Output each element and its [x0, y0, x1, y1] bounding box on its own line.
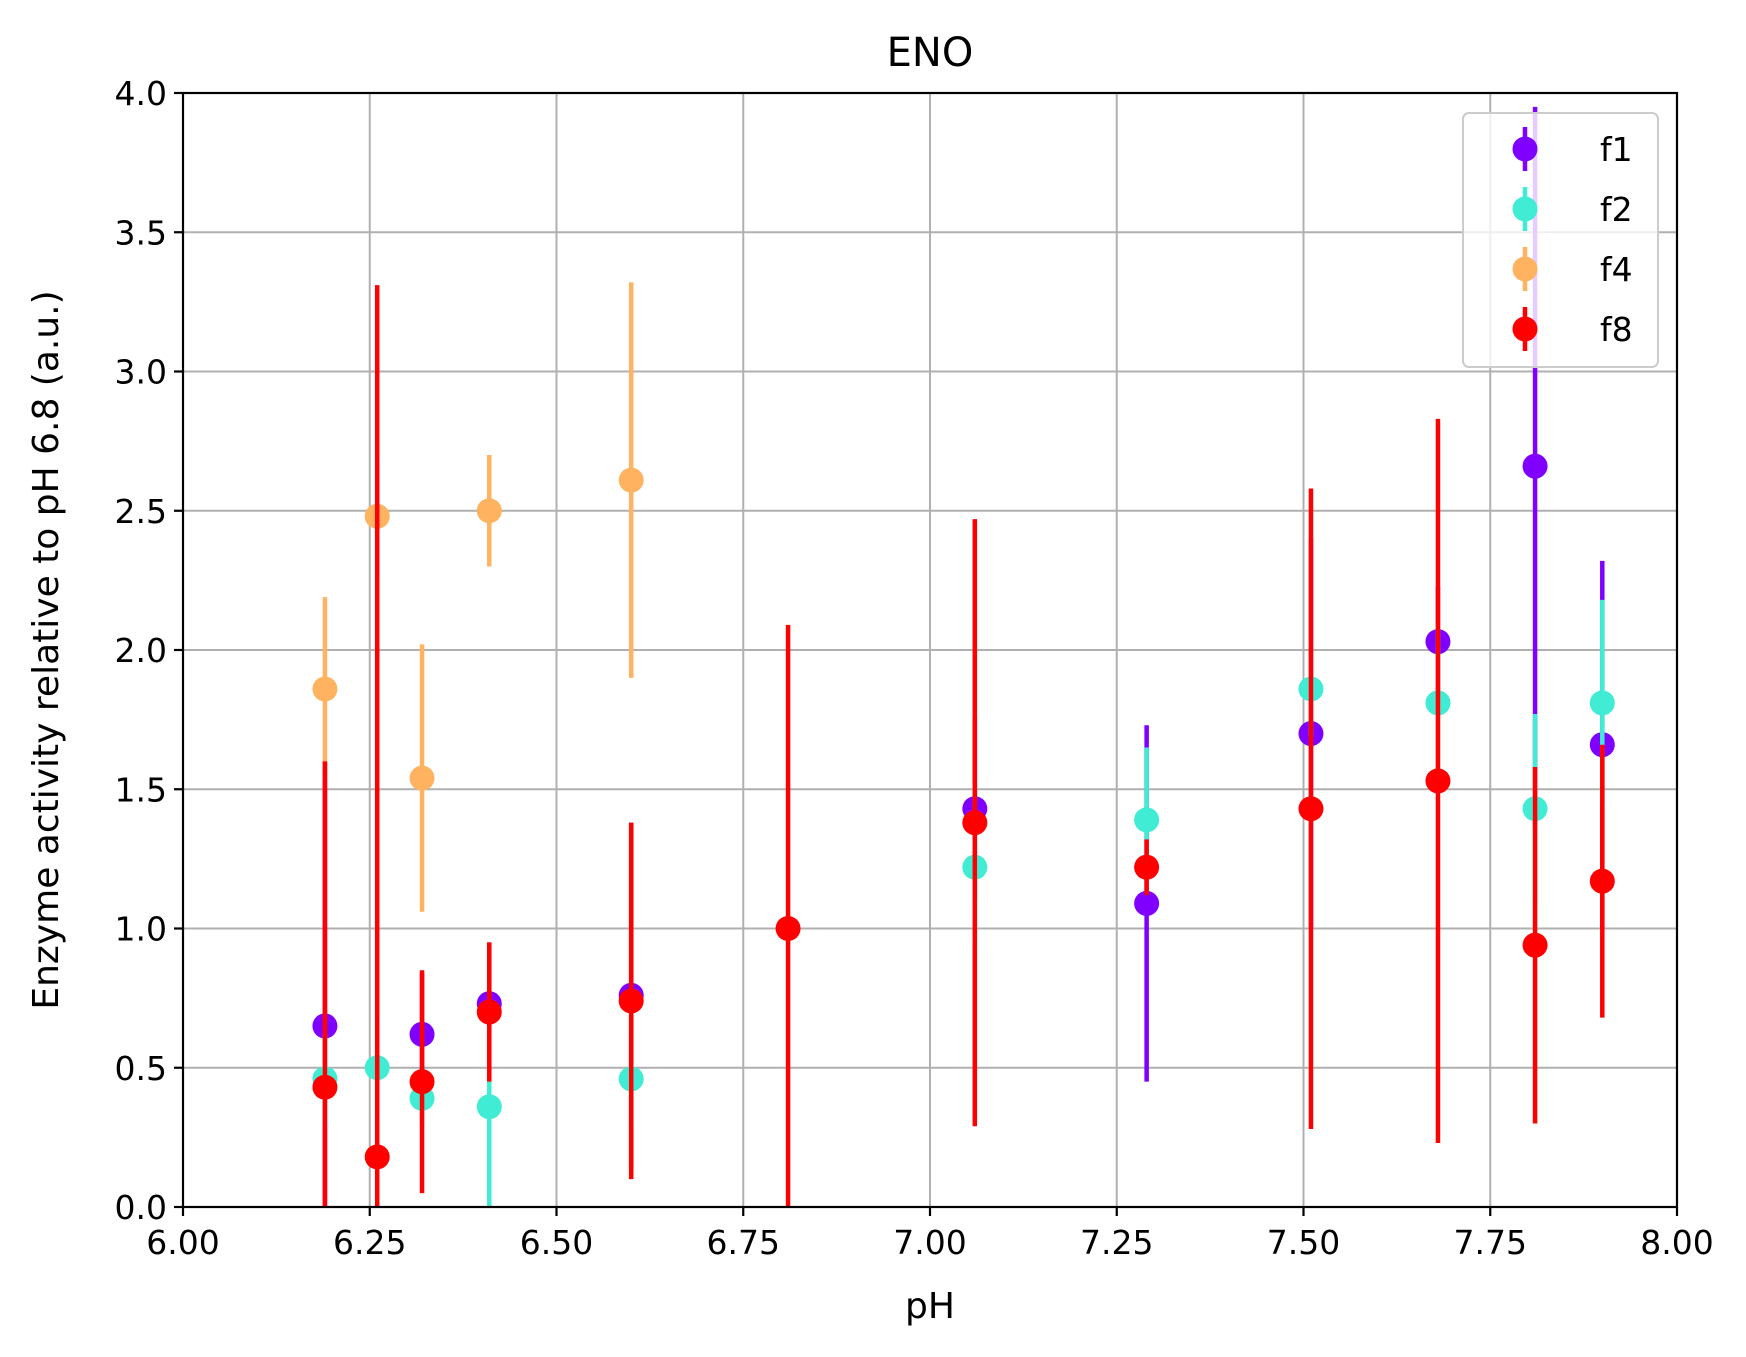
data-point-f4	[476, 498, 502, 524]
plot-series	[312, 106, 1615, 1207]
x-tick-label: 6.50	[520, 1223, 593, 1262]
legend-box	[1462, 112, 1659, 368]
legend-marker-f2	[1512, 196, 1538, 222]
x-axis-label: pH	[905, 1286, 955, 1327]
x-tick-label: 8.00	[1640, 1223, 1713, 1262]
data-point-f8	[1134, 854, 1160, 880]
legend: f1 f2 f4 f8	[1462, 112, 1659, 368]
x-tick-label: 6.00	[146, 1223, 219, 1262]
data-point-f8	[476, 999, 502, 1025]
legend-label-f4: f4	[1600, 250, 1633, 289]
legend-label-f2: f2	[1600, 190, 1633, 229]
data-point-f2	[476, 1094, 502, 1120]
legend-marker-f1	[1512, 136, 1538, 162]
data-point-f8	[1298, 796, 1324, 822]
data-point-f1	[1134, 890, 1160, 916]
y-tick-label: 0.5	[115, 1049, 167, 1088]
data-point-f4	[409, 765, 435, 791]
y-tick-label: 3.0	[115, 353, 167, 392]
x-tick-label: 6.25	[333, 1223, 406, 1262]
data-point-f2	[1134, 807, 1160, 833]
legend-marker-f4	[1512, 256, 1538, 282]
data-point-f8	[312, 1074, 338, 1100]
x-tick-label: 7.50	[1267, 1223, 1340, 1262]
data-point-f8	[409, 1069, 435, 1095]
data-point-f8	[1589, 868, 1615, 894]
x-tick-label: 7.00	[893, 1223, 966, 1262]
legend-label-f8: f8	[1600, 310, 1633, 349]
y-tick-label: 1.5	[115, 770, 167, 809]
y-tick-label: 0.0	[115, 1188, 167, 1227]
chart-title: ENO	[887, 30, 974, 76]
data-point-f8	[1522, 932, 1548, 958]
data-point-f4	[618, 467, 644, 493]
y-tick-label: 4.0	[115, 74, 167, 113]
y-axis-ticks: 0.0 0.5 1.0 1.5 2.0 2.5 3.0 3.5 4.0	[115, 74, 183, 1227]
x-tick-label: 7.75	[1454, 1223, 1527, 1262]
y-tick-label: 3.5	[115, 213, 167, 252]
y-axis-label: Enzyme activity relative to pH 6.8 (a.u.…	[26, 290, 67, 1009]
data-point-f8	[618, 988, 644, 1014]
data-point-f4	[312, 676, 338, 702]
x-axis-ticks: 6.00 6.25 6.50 6.75 7.00 7.25 7.50 7.75 8.00	[146, 1207, 1714, 1262]
x-tick-label: 7.25	[1080, 1223, 1153, 1262]
data-point-f8	[364, 1144, 390, 1170]
x-tick-label: 6.75	[707, 1223, 780, 1262]
y-tick-label: 2.0	[115, 631, 167, 670]
data-point-f8	[962, 810, 988, 836]
legend-label-f1: f1	[1600, 130, 1633, 169]
data-point-f1	[1522, 453, 1548, 479]
series-f8	[312, 285, 1615, 1207]
data-point-f8	[775, 916, 801, 941]
y-tick-label: 1.0	[115, 910, 167, 949]
plot-frame	[181, 91, 1679, 1209]
y-tick-label: 2.5	[115, 492, 167, 531]
data-point-f8	[1425, 768, 1451, 794]
data-point-f2	[1589, 690, 1615, 716]
legend-marker-f8	[1512, 316, 1538, 342]
